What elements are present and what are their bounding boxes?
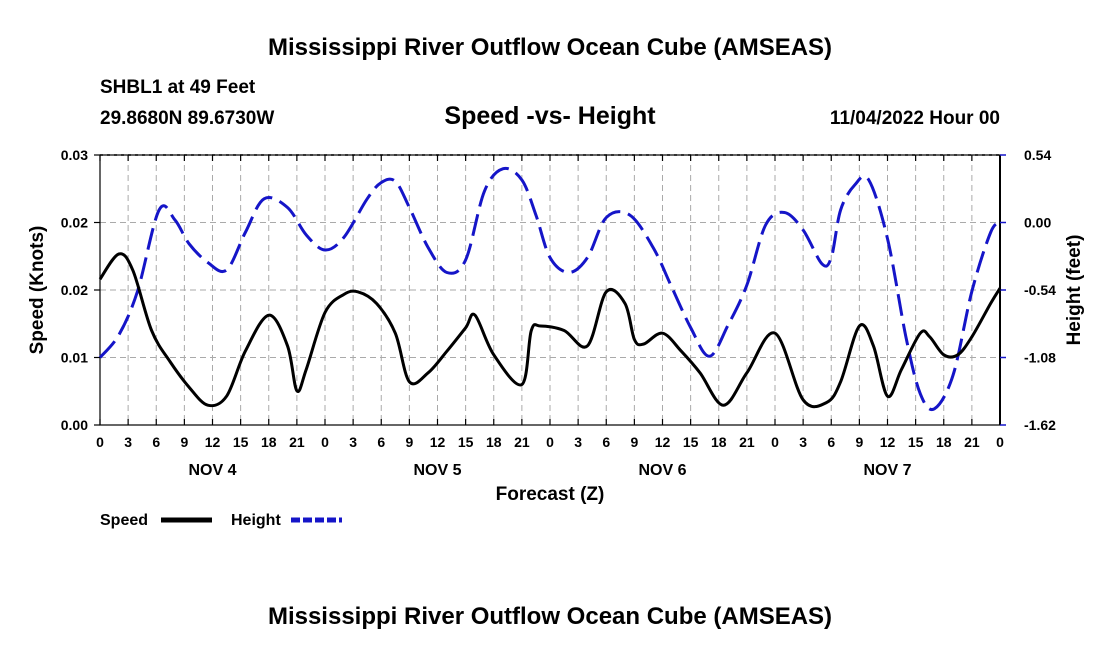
- legend: Speed Height: [100, 512, 342, 529]
- x-tick-label: 15: [233, 434, 249, 450]
- x-tick-label: 0: [546, 434, 554, 450]
- x-tick-label: 15: [458, 434, 474, 450]
- speed-series-line: [98, 252, 1002, 409]
- gridlines: [100, 155, 1000, 425]
- x-tick-label: 6: [377, 434, 385, 450]
- data-series: [98, 166, 1002, 412]
- x-tick-label: 21: [964, 434, 980, 450]
- footer-title: Mississippi River Outflow Ocean Cube (AM…: [268, 603, 832, 630]
- x-tick-label: 0: [771, 434, 779, 450]
- page-title: Mississippi River Outflow Ocean Cube (AM…: [268, 34, 832, 61]
- y-tick-label: 0.02: [61, 215, 88, 231]
- x-tick-label: 6: [827, 434, 835, 450]
- coordinates-label: 29.8680N 89.6730W: [100, 108, 274, 129]
- x-tick-label: 18: [711, 434, 727, 450]
- day-label: NOV 5: [413, 462, 461, 479]
- x-tick-label: 3: [799, 434, 807, 450]
- x-axis-label: Forecast (Z): [496, 484, 605, 505]
- chart-title: Speed -vs- Height: [444, 102, 656, 130]
- x-tick-label: 12: [880, 434, 896, 450]
- x-tick-label: 9: [855, 434, 863, 450]
- x-tick-label: 6: [602, 434, 610, 450]
- x-tick-label: 18: [261, 434, 277, 450]
- x-tick-label: 18: [486, 434, 502, 450]
- x-tick-label: 21: [514, 434, 530, 450]
- y-tick-label: 0.02: [61, 282, 88, 298]
- x-tick-label: 9: [405, 434, 413, 450]
- station-label: SHBL1 at 49 Feet: [100, 77, 256, 98]
- x-tick-label: 3: [349, 434, 357, 450]
- day-label: NOV 6: [638, 462, 686, 479]
- x-tick-label: 12: [655, 434, 671, 450]
- x-tick-label: 15: [683, 434, 699, 450]
- x-tick-label: 15: [908, 434, 924, 450]
- day-label: NOV 7: [863, 462, 911, 479]
- y-axis-label: Speed (Knots): [27, 226, 48, 355]
- x-tick-label: 0: [996, 434, 1004, 450]
- y-tick-label: 0.00: [61, 417, 88, 433]
- legend-height-label: Height: [231, 512, 281, 529]
- y2-tick-label: 0.54: [1024, 147, 1051, 163]
- x-tick-label: 0: [96, 434, 104, 450]
- axis-ticks: 0 3 6 9 12 15 18 21 0 3 6 9 12 15 18 21 0 3 6 9 12 15 18 21 0 3 6 9…: [61, 147, 1056, 479]
- height-series-line: [98, 166, 1002, 412]
- x-tick-label: 12: [205, 434, 221, 450]
- x-tick-label: 3: [574, 434, 582, 450]
- x-tick-label: 12: [430, 434, 446, 450]
- forecast-datetime: 11/04/2022 Hour 00: [830, 108, 1000, 129]
- x-tick-label: 9: [180, 434, 188, 450]
- x-tick-label: 0: [321, 434, 329, 450]
- x-tick-label: 21: [739, 434, 755, 450]
- x-tick-label: 6: [152, 434, 160, 450]
- x-tick-label: 18: [936, 434, 952, 450]
- y2-tick-label: 0.00: [1024, 215, 1051, 231]
- legend-speed-label: Speed: [100, 512, 148, 529]
- y2-tick-label: -0.54: [1024, 282, 1056, 298]
- x-tick-label: 9: [630, 434, 638, 450]
- x-tick-label: 21: [289, 434, 305, 450]
- y2-tick-label: -1.62: [1024, 417, 1056, 433]
- y-tick-label: 0.01: [61, 350, 88, 366]
- y2-tick-label: -1.08: [1024, 350, 1056, 366]
- y-tick-label: 0.03: [61, 147, 88, 163]
- day-label: NOV 4: [188, 462, 236, 479]
- y2-axis-label: Height (feet): [1064, 235, 1085, 346]
- x-tick-label: 3: [124, 434, 132, 450]
